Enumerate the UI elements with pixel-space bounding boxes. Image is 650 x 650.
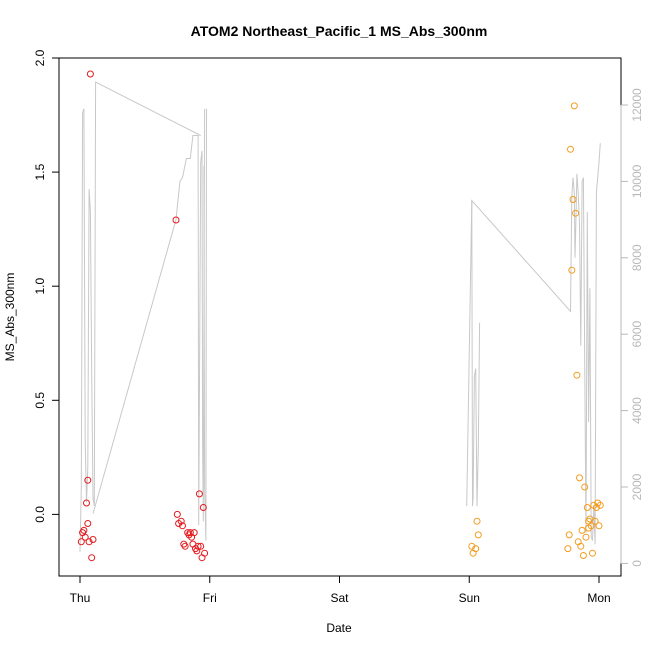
data-point	[197, 542, 205, 550]
data-point	[581, 483, 589, 491]
data-point	[574, 538, 582, 546]
y2-tick-label: 10000	[630, 164, 644, 198]
data-point	[592, 504, 600, 511]
altitude-line	[203, 108, 207, 541]
data-point	[194, 542, 202, 550]
y-tick-label: 1.5	[33, 163, 47, 180]
y2-tick-label: 12000	[630, 88, 644, 122]
data-point	[595, 522, 603, 530]
data-point	[468, 542, 476, 550]
y-axis-label: MS_Abs_300nm	[3, 273, 17, 362]
data-point	[89, 536, 97, 543]
data-point	[172, 216, 180, 224]
data-point	[472, 545, 480, 553]
data-point	[179, 522, 186, 530]
data-point	[474, 531, 482, 539]
x-tick-label: Sat	[330, 591, 349, 605]
data-point	[80, 526, 88, 534]
data-point	[573, 371, 581, 379]
altitude-line	[471, 200, 481, 507]
y-axis-left: 0.0 0.5 1.0 1.5 2.0	[33, 49, 60, 523]
data-point	[201, 549, 209, 557]
x-tick-label: Fri	[203, 591, 217, 605]
data-point	[570, 102, 578, 110]
data-point	[569, 196, 577, 203]
data-point	[193, 547, 201, 555]
data-point	[190, 529, 198, 537]
data-point	[77, 538, 85, 546]
data-point	[84, 520, 92, 527]
data-point	[195, 490, 203, 498]
data-point	[88, 554, 96, 562]
y-axis-right: 0 2000 4000 6000 8000 10000 12000	[620, 88, 644, 567]
data-point	[177, 517, 185, 525]
y2-tick-label: 0	[630, 560, 644, 567]
data-point	[585, 517, 593, 525]
data-point	[85, 538, 93, 546]
data-point	[564, 545, 572, 553]
data-point	[173, 510, 181, 518]
data-point	[473, 517, 481, 525]
y-tick-label: 2.0	[33, 49, 47, 66]
data-point	[181, 542, 189, 550]
x-axis: Thu Fri Sat Sun Mon	[70, 575, 611, 605]
y-tick-label: 0.5	[33, 392, 47, 409]
altitude-line	[466, 143, 601, 545]
data-point	[577, 542, 585, 550]
altitude-line	[92, 108, 206, 526]
data-point	[198, 554, 206, 562]
data-point	[596, 501, 604, 509]
data-point	[199, 504, 207, 511]
data-point	[583, 504, 591, 511]
data-point	[576, 474, 583, 482]
y-tick-label: 1.0	[33, 278, 47, 295]
data-point	[186, 529, 194, 537]
altitude-line	[79, 81, 201, 552]
plot-frame	[58, 57, 622, 577]
data-point	[589, 549, 596, 557]
data-point	[83, 499, 90, 507]
data-point	[84, 476, 92, 484]
x-tick-label: Sun	[459, 591, 480, 605]
data-point	[568, 266, 576, 274]
x-tick-label: Mon	[587, 591, 610, 605]
data-point	[572, 209, 580, 217]
data-point	[582, 533, 590, 541]
altitude-line-layer	[79, 81, 601, 552]
x-tick-label: Thu	[70, 591, 91, 605]
data-point	[567, 145, 574, 153]
data-point	[86, 70, 94, 78]
data-point	[565, 531, 573, 539]
data-point	[578, 526, 586, 534]
data-point	[579, 552, 587, 559]
y2-tick-label: 6000	[630, 321, 644, 348]
y-tick-label: 0.0	[33, 506, 47, 523]
y2-tick-label: 2000	[630, 473, 644, 500]
data-point	[81, 533, 89, 541]
x-axis-label: Date	[326, 621, 352, 635]
y2-tick-label: 4000	[630, 397, 644, 424]
chart-title: ATOM2 Northeast_Pacific_1 MS_Abs_300nm	[191, 23, 488, 39]
points-layer	[77, 70, 604, 562]
y2-tick-label: 8000	[630, 244, 644, 271]
